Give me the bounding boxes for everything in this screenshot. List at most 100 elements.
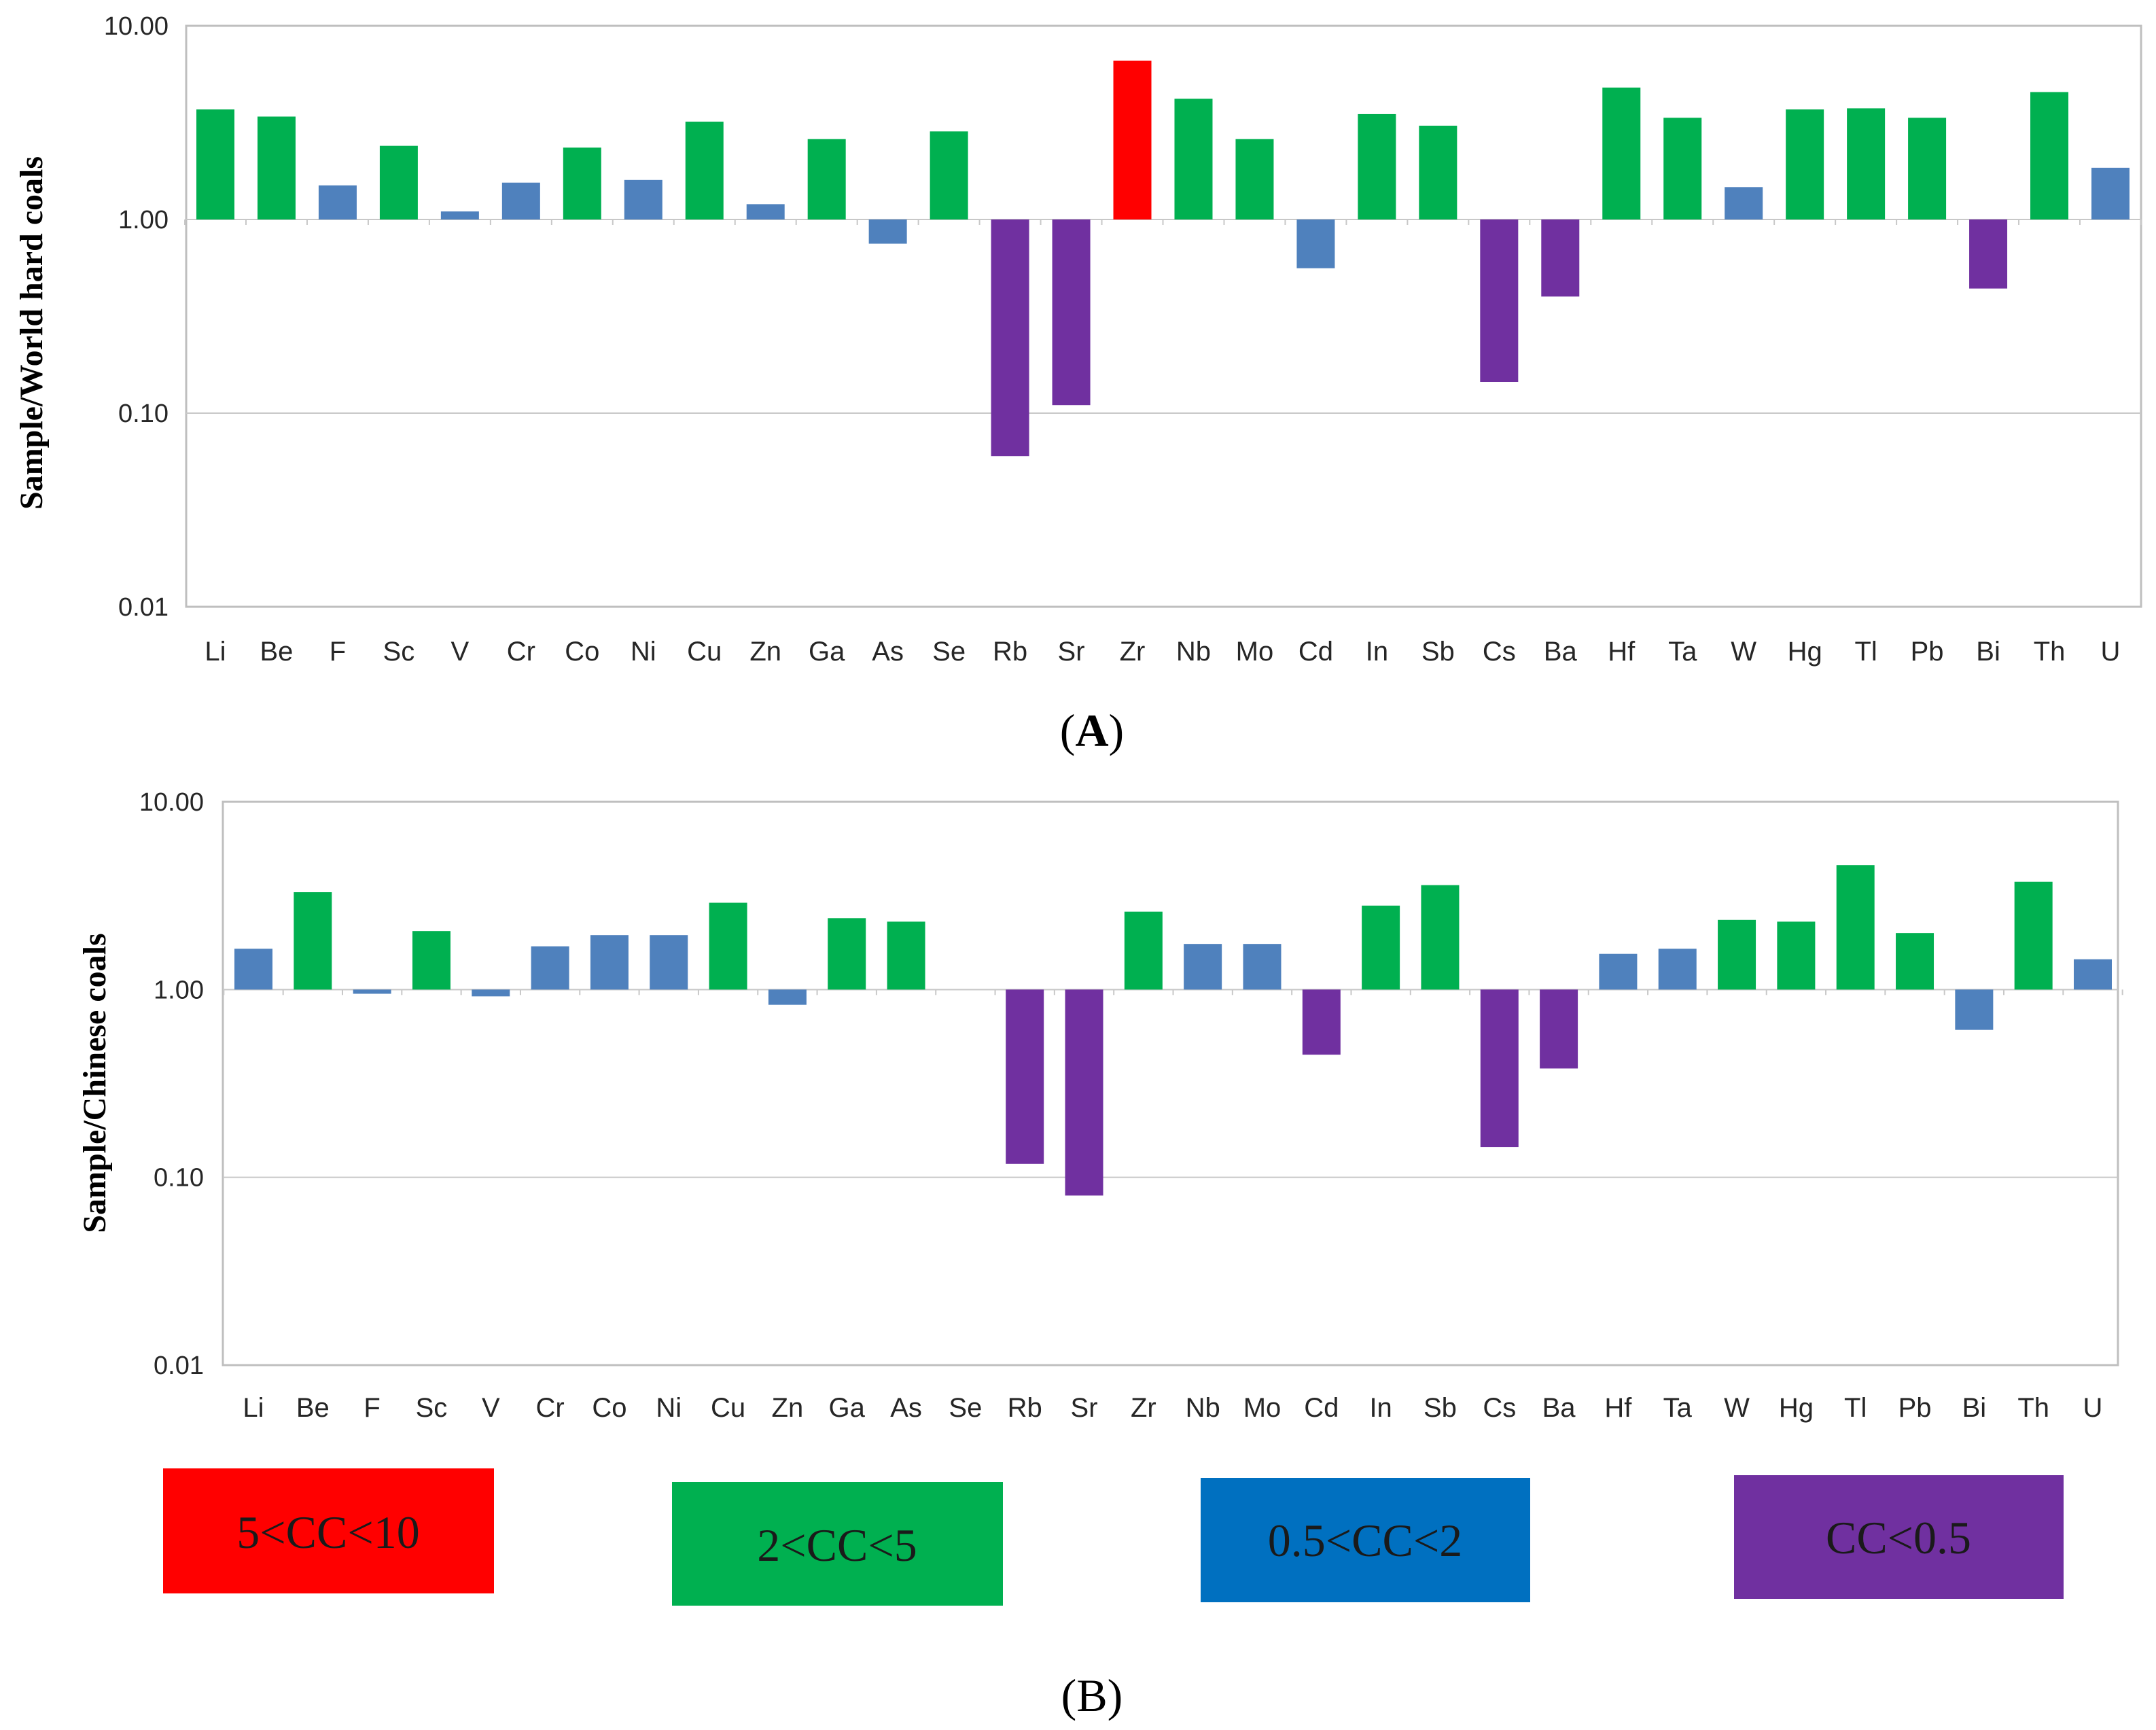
x-tick-label-ga: Ga — [809, 637, 845, 667]
legend-swatch-blue — [1201, 1478, 1530, 1602]
x-tick-label-se: Se — [949, 1393, 982, 1423]
bar-v — [440, 211, 479, 219]
legend-swatch-red — [163, 1468, 494, 1593]
x-tick-label-ta: Ta — [1663, 1393, 1693, 1423]
x-tick-label-sc: Sc — [416, 1393, 448, 1423]
bar-w — [1718, 919, 1756, 990]
bar-bi — [1969, 219, 2008, 289]
bar-pb — [1896, 933, 1934, 990]
bar-cr — [501, 182, 540, 219]
x-tick-label-be: Be — [296, 1393, 330, 1423]
bar-zr — [1124, 911, 1163, 990]
x-tick-label-v: V — [451, 637, 470, 667]
bar-ba — [1540, 989, 1578, 1069]
x-tick-label-zr: Zr — [1120, 637, 1146, 667]
y-tick-label: 0.01 — [154, 1352, 204, 1380]
x-tick-label-zn: Zn — [749, 637, 781, 667]
bar-ta — [1663, 118, 1702, 219]
bar-sc — [379, 145, 418, 219]
bar-tl — [1847, 108, 1886, 219]
x-tick-label-li: Li — [205, 637, 226, 667]
bar-mo — [1235, 139, 1274, 219]
x-tick-label-cr: Cr — [507, 637, 535, 667]
bar-co — [590, 935, 629, 990]
bar-cs — [1480, 989, 1519, 1148]
x-tick-label-rb: Rb — [1008, 1393, 1042, 1423]
x-tick-label-sb: Sb — [1421, 637, 1455, 667]
bar-tl — [1836, 865, 1875, 990]
bar-nb — [1174, 99, 1213, 219]
bar-li — [234, 949, 272, 990]
x-tick-label-ni: Ni — [631, 637, 656, 667]
legend-item-red: 5<CC<10 — [163, 1468, 494, 1593]
y-axis-label-b: Sample/Chinese coals — [77, 933, 113, 1233]
bar-be — [257, 116, 296, 219]
x-tick-label-in: In — [1369, 1393, 1392, 1423]
bar-hf — [1602, 87, 1641, 219]
x-tick-labels-b: Li Be F Sc V Cr Co Ni Cu Zn Ga As Se Rb Sr Zr Nb Mo Cd In Sb… — [243, 1393, 2102, 1423]
y-tick-label: 0.10 — [154, 1164, 204, 1193]
gridlines-a — [184, 219, 2142, 414]
legend: 5<CC<10 2<CC<5 0.5<CC<2 CC<0.5 — [163, 1468, 2064, 1606]
legend-item-green: 2<CC<5 — [672, 1482, 1003, 1606]
x-tick-label-rb: Rb — [993, 637, 1027, 667]
x-tick-labels-a: Li Be F Sc V Cr Co Ni Cu Zn Ga As Se Rb Sr Zr Nb Mo Cd In Sb… — [205, 637, 2120, 667]
bar-w — [1725, 187, 1763, 219]
legend-swatch-green — [672, 1482, 1003, 1606]
y-tick-label: 1.00 — [154, 976, 204, 1004]
x-tick-label-zr: Zr — [1131, 1393, 1156, 1423]
x-tick-label-pb: Pb — [1911, 637, 1944, 667]
x-tick-label-in: In — [1366, 637, 1388, 667]
x-tick-label-cr: Cr — [536, 1393, 565, 1423]
x-tick-label-cu: Cu — [687, 637, 722, 667]
x-tick-label-hg: Hg — [1779, 1393, 1814, 1423]
bar-cd — [1296, 219, 1335, 268]
x-tick-label-pb: Pb — [1898, 1393, 1932, 1423]
x-tick-label-bi: Bi — [1962, 1393, 1987, 1423]
bar-sb — [1419, 125, 1457, 219]
bar-sr — [1065, 989, 1103, 1196]
x-tick-label-w: W — [1731, 637, 1756, 667]
x-tick-label-se: Se — [932, 637, 966, 667]
x-tick-label-hf: Hf — [1604, 1393, 1632, 1423]
bar-f — [318, 185, 357, 219]
bars-a — [196, 60, 2130, 457]
x-tick-label-mo: Mo — [1236, 637, 1274, 667]
bar-zn — [768, 989, 807, 1005]
x-tick-label-sr: Sr — [1071, 1393, 1098, 1423]
bar-cd — [1302, 989, 1341, 1055]
bar-be — [294, 892, 332, 990]
y-axis-label-a: Sample/World hard coals — [14, 156, 50, 510]
chart-panel-a: 0.01 0.10 1.00 10.00 Li Be F Sc V Cr Co Ni Cu Zn Ga As… — [14, 12, 2142, 756]
y-tick-labels-b: 0.01 0.10 1.00 10.00 — [139, 788, 204, 1380]
x-tick-label-w: W — [1724, 1393, 1750, 1423]
x-tick-label-cd: Cd — [1298, 637, 1333, 667]
y-tick-label: 10.00 — [104, 12, 169, 41]
bar-th — [2014, 881, 2053, 990]
panel-label-a: (A) — [1060, 705, 1124, 756]
x-tick-label-ta: Ta — [1668, 637, 1697, 667]
bar-ga — [828, 918, 866, 990]
bar-co — [563, 147, 601, 219]
bar-f — [353, 989, 391, 994]
x-tick-label-co: Co — [592, 1393, 626, 1423]
x-tick-label-f: F — [330, 637, 346, 667]
x-tick-label-ni: Ni — [656, 1393, 682, 1423]
x-tick-label-zn: Zn — [772, 1393, 804, 1423]
x-tick-label-cs: Cs — [1483, 637, 1516, 667]
x-tick-label-co: Co — [565, 637, 599, 667]
bars-b — [234, 865, 2112, 1196]
legend-swatch-purple — [1734, 1475, 2064, 1599]
x-tick-label-ba: Ba — [1542, 1393, 1576, 1423]
x-tick-label-u: U — [2083, 1393, 2103, 1423]
x-tick-label-as: As — [890, 1393, 922, 1423]
x-tick-label-nb: Nb — [1176, 637, 1211, 667]
bar-se — [930, 131, 968, 219]
x-tick-label-tl: Tl — [1854, 637, 1877, 667]
bar-bi — [1955, 989, 1994, 1030]
bar-sr — [1052, 219, 1091, 406]
bar-as — [887, 921, 925, 990]
bar-ba — [1541, 219, 1580, 297]
bar-rb — [1006, 989, 1044, 1164]
